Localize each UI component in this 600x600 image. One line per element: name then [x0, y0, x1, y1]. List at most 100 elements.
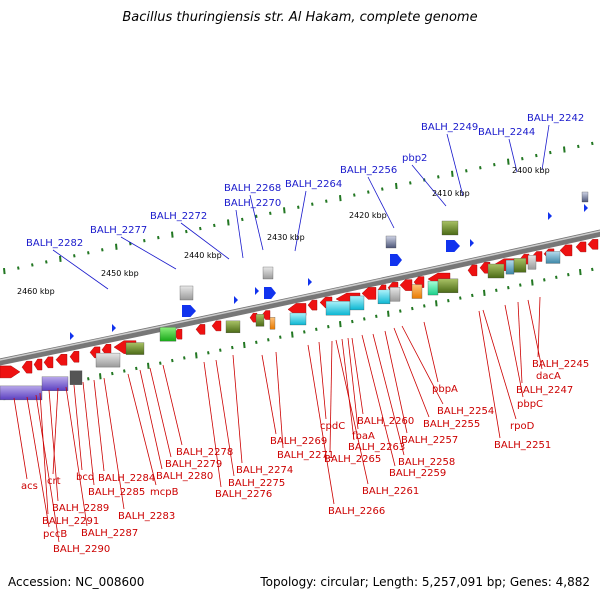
- leader-line: [162, 364, 183, 446]
- domain-block: [225, 320, 241, 334]
- leader-line: [82, 381, 95, 486]
- kbp-tick-outer: [339, 195, 342, 202]
- gene-label-bottom: BALH_2265: [324, 454, 381, 465]
- leader-line: [482, 309, 517, 420]
- kbp-tick-outer: [157, 235, 160, 240]
- kbp-tick-outer: [199, 226, 202, 231]
- kbp-tick-inner: [207, 351, 210, 355]
- gene-label-bottom: BALH_2260: [357, 416, 414, 427]
- kbp-tick-outer: [59, 255, 62, 262]
- gene-arrow: [559, 244, 573, 257]
- kbp-tick-inner: [87, 377, 90, 381]
- kbp-tick-inner: [423, 304, 426, 308]
- gene-arrow-reverse: [446, 240, 460, 252]
- kbp-tick-label: 2460 kbp: [17, 287, 55, 296]
- genome-title: Bacillus thuringiensis str. Al Hakam, co…: [122, 10, 478, 25]
- kbp-tick-inner: [543, 278, 546, 282]
- leader-line: [335, 339, 369, 485]
- kbp-tick-inner: [387, 310, 390, 317]
- gene-label-bottom: pbpA: [432, 384, 458, 395]
- gene-label-bottom: crt: [47, 476, 61, 487]
- gene-arrow: [21, 360, 33, 374]
- kbp-tick-outer: [311, 202, 314, 206]
- kbp-tick-outer: [143, 238, 146, 243]
- gene-label-top: BALH_2268: [224, 183, 281, 194]
- domain-block: [437, 278, 459, 294]
- kbp-tick-inner: [183, 356, 186, 360]
- leader-line: [384, 330, 408, 434]
- kbp-tick-outer: [549, 150, 552, 155]
- gene-label-bottom: BALH_2269: [270, 436, 327, 447]
- kbp-tick-inner: [99, 373, 102, 380]
- kbp-tick-label: 2400 kbp: [512, 166, 550, 175]
- gene-arrow: [43, 356, 54, 369]
- leader-line: [393, 327, 430, 418]
- kbp-tick-outer: [17, 266, 20, 270]
- kbp-tick-inner: [159, 361, 162, 365]
- gene-label-top: BALH_2249: [421, 122, 478, 133]
- kbp-tick-outer: [325, 199, 328, 203]
- gene-arrow-reverse: [390, 254, 402, 266]
- gene-label-top: BALH_2277: [90, 225, 147, 236]
- kbp-tick-outer: [395, 182, 398, 190]
- leader-line: [372, 333, 405, 456]
- leader-line: [318, 341, 327, 420]
- leader-line: [361, 334, 396, 467]
- leader-line: [93, 379, 105, 472]
- kbp-tick-outer: [255, 214, 258, 219]
- gene-label-top: pbp2: [402, 153, 427, 164]
- kbp-tick-outer: [521, 156, 524, 161]
- kbp-tick-outer: [577, 144, 580, 149]
- gene-label-top: BALH_2272: [150, 211, 207, 222]
- gene-arrow: [361, 287, 377, 300]
- kbp-tick-outer: [451, 170, 454, 177]
- kbp-tick-inner: [243, 341, 246, 349]
- leader-line: [103, 377, 125, 510]
- leader-line: [127, 373, 157, 486]
- gene-label-bottom: BALH_2289: [52, 503, 109, 514]
- label-texts: 2400 kbp 2410 kbp 2420 kbp 2430 kbp 2440 kbp…: [17, 113, 589, 555]
- gene-label-bottom: BALH_2251: [494, 440, 551, 451]
- kbp-tick-inner: [147, 362, 150, 369]
- gene-label-bottom: mcpB: [150, 487, 179, 498]
- leader-line: [39, 392, 49, 515]
- domain-block: [513, 258, 527, 273]
- leader-line: [215, 359, 235, 477]
- kbp-tick-outer: [479, 166, 482, 170]
- gene-label-bottom: BALH_2291: [42, 516, 99, 527]
- leader-line: [504, 304, 524, 398]
- gene-label-bottom: bcd: [76, 472, 94, 483]
- kbp-tick-outer: [171, 231, 174, 238]
- gene-arrow: [0, 365, 21, 379]
- leader-line: [180, 222, 230, 260]
- kbp-tick-outer: [185, 229, 188, 234]
- gene-label-bottom: pbpC: [517, 399, 543, 410]
- kbp-tick-outer: [213, 223, 216, 228]
- topology-text: Topology: circular; Length: 5,257,091 bp…: [260, 575, 590, 589]
- gene-label-bottom: acs: [21, 481, 38, 492]
- gene-arrow: [467, 264, 478, 277]
- kbp-tick-inner: [375, 314, 378, 319]
- kbp-tick-inner: [471, 293, 474, 298]
- leader-line: [52, 387, 59, 475]
- gene-arrow: [307, 299, 318, 311]
- kbp-tick-inner: [531, 279, 534, 286]
- gene-arrow-reverse: [234, 296, 238, 304]
- kbp-tick-outer: [241, 217, 244, 222]
- kbp-tick-outer: [297, 205, 300, 209]
- leader-line: [307, 344, 335, 505]
- kbp-tick-inner: [279, 335, 282, 339]
- gene-arrow-reverse: [255, 287, 259, 295]
- gene-label-bottom: dacA: [536, 371, 561, 382]
- kbp-tick-inner: [315, 327, 318, 332]
- gene-label-top: BALH_2256: [340, 165, 397, 176]
- kbp-tick-inner: [435, 300, 438, 307]
- gene-label-bottom: BALH_2255: [423, 419, 480, 430]
- gene-arrow-reverse: [264, 287, 276, 299]
- gene-arrow-reverse: [182, 305, 196, 317]
- gene-arrow: [69, 351, 80, 363]
- domain-block: [125, 342, 145, 355]
- gene-arrow-reverse: [548, 212, 552, 220]
- leader-line: [13, 397, 28, 480]
- leader-line: [537, 296, 541, 358]
